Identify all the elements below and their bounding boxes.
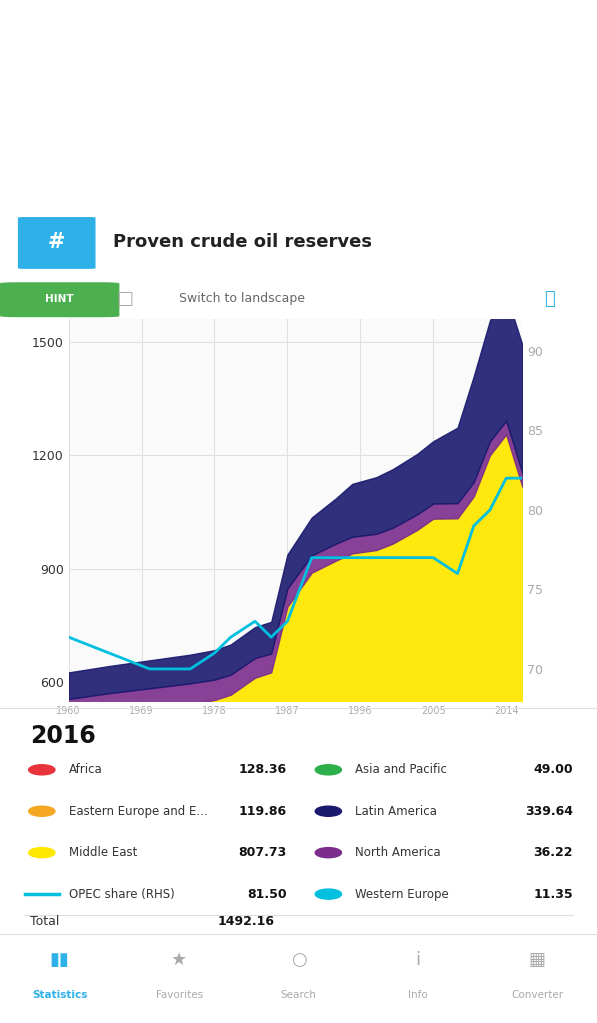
Text: OIL DATA: UPSTREAM: OIL DATA: UPSTREAM (181, 31, 416, 50)
Text: <: < (17, 26, 42, 55)
Text: Proven crude oil reserves: Proven crude oil reserves (113, 232, 373, 251)
Circle shape (29, 806, 55, 816)
Text: ↑: ↑ (511, 31, 528, 50)
Text: 11.35: 11.35 (534, 888, 573, 900)
Text: 119.86: 119.86 (238, 805, 287, 817)
Text: North America: North America (355, 846, 441, 859)
FancyBboxPatch shape (18, 217, 96, 269)
Text: 807.73: 807.73 (238, 846, 287, 859)
Circle shape (315, 889, 341, 899)
Circle shape (29, 848, 55, 857)
Text: #: # (48, 231, 66, 252)
Text: Favorites: Favorites (156, 990, 202, 1000)
Text: Asia and Pacific: Asia and Pacific (355, 763, 447, 776)
Text: HINT: HINT (45, 294, 74, 304)
Text: Info: Info (408, 990, 428, 1000)
Text: 2016: 2016 (30, 724, 96, 748)
Text: i: i (416, 951, 420, 970)
Text: 339.64: 339.64 (525, 805, 573, 817)
Text: Africa: Africa (69, 763, 103, 776)
Text: 81.50: 81.50 (247, 888, 287, 900)
Circle shape (29, 765, 55, 774)
Text: □: □ (117, 290, 134, 308)
Text: 36.22: 36.22 (534, 846, 573, 859)
Circle shape (315, 765, 341, 774)
Text: Middle East: Middle East (69, 846, 137, 859)
Text: 1492.16: 1492.16 (218, 916, 275, 928)
Text: 128.36: 128.36 (238, 763, 287, 776)
Text: 49.00: 49.00 (534, 763, 573, 776)
Text: ★: ★ (171, 951, 187, 970)
Text: Total: Total (30, 916, 59, 928)
Text: ≡: ≡ (558, 31, 577, 50)
Text: ▦: ▦ (529, 951, 546, 970)
Circle shape (315, 806, 341, 816)
Text: ⛶: ⛶ (544, 290, 555, 308)
Text: Switch to landscape: Switch to landscape (179, 293, 305, 306)
Text: Eastern Europe and E...: Eastern Europe and E... (69, 805, 207, 817)
Text: ○: ○ (291, 951, 306, 970)
Text: Converter: Converter (511, 990, 564, 1000)
Text: World crude reserves: World crude reserves (57, 118, 258, 136)
Text: v: v (529, 118, 540, 136)
Text: OPEC share (RHS): OPEC share (RHS) (69, 888, 174, 900)
Text: Latin America: Latin America (355, 805, 437, 817)
Text: Statistics: Statistics (32, 990, 87, 1000)
FancyBboxPatch shape (0, 282, 119, 317)
Text: Search: Search (281, 990, 316, 1000)
Text: Western Europe: Western Europe (355, 888, 449, 900)
Circle shape (315, 848, 341, 857)
Text: ▮▮: ▮▮ (50, 951, 70, 970)
